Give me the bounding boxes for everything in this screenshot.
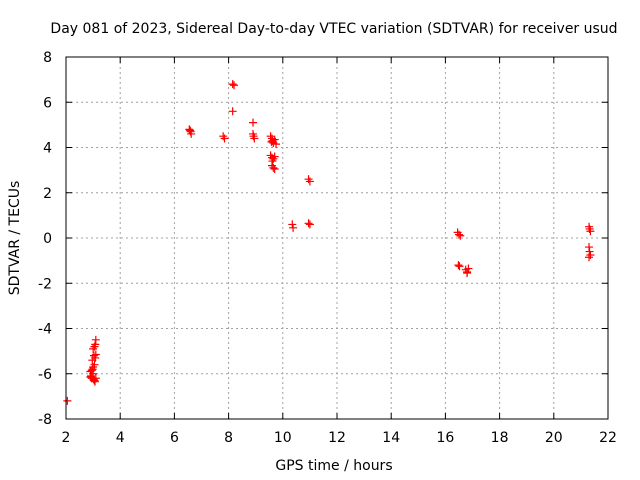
data-point-plus-marker xyxy=(288,220,297,229)
data-point-plus-marker xyxy=(63,396,72,405)
x-tick-label: 6 xyxy=(170,430,179,446)
y-tick-label: 2 xyxy=(43,186,52,202)
x-tick-label: 4 xyxy=(116,430,125,446)
data-points xyxy=(63,80,595,405)
data-point-plus-marker xyxy=(455,262,464,271)
x-tick-label: 10 xyxy=(274,430,292,446)
tick-labels: 2 4 6 8 10 12 14 16 18 20 22 -8 -6 -4 -2 0 2 4 6 8 xyxy=(38,50,617,446)
data-point-plus-marker xyxy=(230,81,239,90)
data-point-plus-marker xyxy=(454,261,463,270)
y-tick-label: -2 xyxy=(38,276,52,292)
data-point-plus-marker xyxy=(267,137,276,146)
data-point-plus-marker xyxy=(187,129,196,138)
data-point-plus-marker xyxy=(228,107,237,116)
data-point-plus-marker xyxy=(456,231,465,240)
data-point-plus-marker xyxy=(87,366,96,375)
x-tick-label: 12 xyxy=(328,430,346,446)
data-point-plus-marker xyxy=(186,126,195,135)
data-point-plus-marker xyxy=(250,134,259,143)
plot-frame xyxy=(65,56,609,420)
data-point-plus-marker xyxy=(89,351,98,360)
data-point-plus-marker xyxy=(90,360,99,369)
y-tick-label: -4 xyxy=(38,322,52,338)
data-point-plus-marker xyxy=(304,219,313,228)
data-point-plus-marker xyxy=(86,373,95,382)
data-point-plus-marker xyxy=(91,335,100,344)
y-axis-label: SDTVAR / TECUs xyxy=(7,181,23,296)
x-tick-label: 14 xyxy=(382,430,400,446)
x-tick-label: 18 xyxy=(491,430,509,446)
y-tick-label: -8 xyxy=(38,412,52,428)
data-point-plus-marker xyxy=(464,264,473,273)
data-point-plus-marker xyxy=(270,164,279,173)
y-tick-label: 6 xyxy=(43,95,52,111)
x-tick-label: 22 xyxy=(599,430,617,446)
data-point-plus-marker xyxy=(463,269,472,278)
data-point-plus-marker xyxy=(454,230,463,239)
data-point-plus-marker xyxy=(220,134,229,143)
data-point-plus-marker xyxy=(90,377,99,386)
x-tick-label: 16 xyxy=(436,430,454,446)
x-tick-label: 2 xyxy=(62,430,71,446)
grid-lines xyxy=(66,57,608,419)
x-tick-label: 20 xyxy=(545,430,563,446)
data-point-plus-marker xyxy=(91,350,100,359)
data-point-plus-marker xyxy=(88,356,97,365)
data-point-plus-marker xyxy=(269,163,278,172)
chart-title: Day 081 of 2023, Sidereal Day-to-day VTE… xyxy=(50,21,617,37)
x-tick-label: 8 xyxy=(224,430,233,446)
data-point-plus-marker xyxy=(289,223,298,232)
x-axis-label: GPS time / hours xyxy=(275,458,392,474)
y-tick-label: -6 xyxy=(38,367,52,383)
data-point-plus-marker xyxy=(270,152,279,161)
data-point-plus-marker xyxy=(305,177,314,186)
y-tick-label: 8 xyxy=(43,50,52,66)
data-point-plus-marker xyxy=(248,118,257,127)
data-point-plus-marker xyxy=(585,253,594,262)
data-point-plus-marker xyxy=(228,80,237,89)
data-point-plus-marker xyxy=(305,220,314,229)
data-point-plus-marker xyxy=(272,140,281,149)
y-tick-label: 0 xyxy=(43,231,52,247)
y-tick-label: 4 xyxy=(43,141,52,157)
data-point-plus-marker xyxy=(586,227,595,236)
data-point-plus-marker xyxy=(91,374,100,383)
